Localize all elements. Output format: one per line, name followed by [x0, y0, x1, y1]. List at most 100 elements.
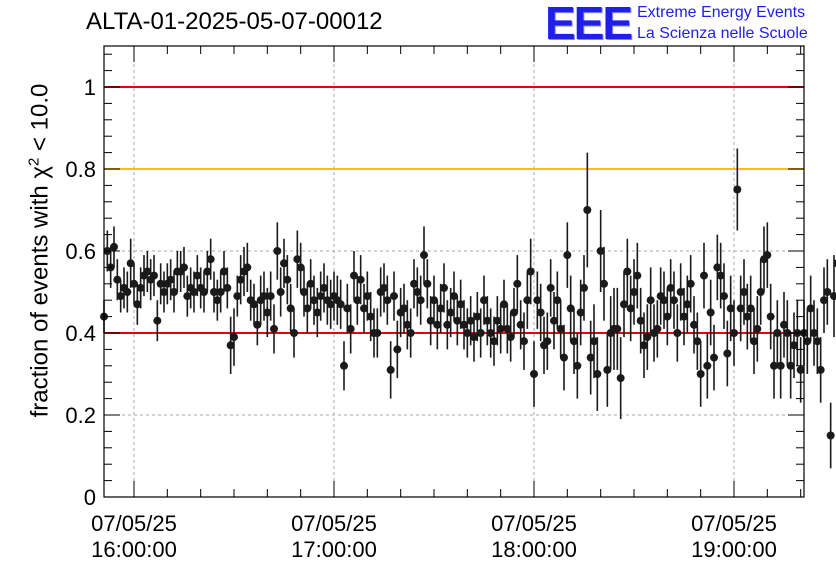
data-point	[413, 288, 422, 296]
data-point	[733, 185, 742, 194]
data-point	[423, 279, 432, 288]
data-point	[510, 308, 518, 317]
y-tick-label: 0.8	[65, 157, 96, 182]
data-point	[633, 271, 642, 280]
data-point	[426, 316, 435, 325]
data-point	[233, 292, 242, 301]
data-point	[286, 304, 295, 313]
data-point	[500, 300, 508, 309]
data-point	[816, 365, 825, 374]
data-point	[583, 206, 592, 214]
data-point	[450, 292, 458, 301]
data-point	[790, 341, 798, 350]
data-point	[516, 320, 525, 329]
data-point	[133, 300, 142, 309]
data-point	[440, 283, 448, 292]
data-point	[536, 308, 545, 317]
data-point	[400, 304, 408, 313]
data-point	[680, 312, 688, 321]
data-point	[726, 304, 735, 313]
data-point	[356, 275, 365, 284]
data-point	[123, 288, 132, 296]
data-point	[780, 320, 788, 329]
data-point	[110, 242, 118, 251]
data-point	[690, 320, 698, 329]
data-point	[236, 275, 245, 284]
data-point	[686, 279, 695, 288]
data-point	[460, 320, 468, 329]
data-point	[553, 296, 562, 305]
data-point	[283, 275, 292, 284]
data-point	[543, 337, 552, 346]
data-point	[113, 275, 122, 284]
data-point	[420, 251, 428, 260]
data-point	[303, 304, 312, 313]
data-point	[490, 337, 498, 346]
data-point	[193, 271, 202, 280]
data-point	[130, 279, 138, 288]
data-point	[796, 365, 805, 374]
x-tick-date-label: 07/05/25	[291, 511, 377, 536]
y-tick-label: 0.4	[65, 321, 96, 346]
data-point	[703, 361, 712, 370]
data-point	[810, 329, 818, 337]
y-tick-label: 0.2	[65, 403, 96, 428]
data-point	[766, 312, 775, 321]
data-point	[580, 283, 588, 292]
data-point	[470, 333, 478, 342]
data-point	[153, 316, 162, 325]
data-point	[596, 247, 605, 255]
data-point	[563, 251, 572, 260]
logo-mark: EEE	[545, 0, 633, 49]
data-point	[160, 288, 168, 296]
data-point	[576, 308, 585, 317]
data-point	[260, 292, 268, 301]
data-point	[586, 353, 595, 362]
data-point	[483, 316, 492, 325]
data-point	[436, 304, 445, 313]
data-point	[526, 267, 535, 276]
x-tick-date-label: 07/05/25	[691, 511, 777, 536]
data-point	[350, 271, 358, 280]
data-point	[616, 374, 625, 383]
y-axis-label: fraction of events with χ2 < 10.0	[26, 41, 55, 461]
data-point	[126, 259, 135, 268]
axis-ticks: 00.20.40.60.8107/05/2516:00:0007/05/2517…	[65, 46, 804, 562]
data-point	[390, 292, 398, 301]
data-point	[756, 288, 765, 296]
data-point	[363, 292, 372, 301]
x-tick-date-label: 07/05/25	[491, 511, 577, 536]
data-point	[150, 271, 158, 280]
x-tick-date-label: 07/05/25	[91, 511, 177, 536]
data-point	[253, 320, 262, 329]
data-point	[736, 304, 745, 313]
data-point	[223, 283, 232, 292]
data-point	[373, 329, 382, 337]
data-point	[210, 288, 218, 296]
x-tick-time-label: 17:00:00	[291, 537, 377, 562]
data-point	[813, 337, 822, 346]
data-point	[493, 316, 502, 325]
y-tick-label: 0.6	[65, 239, 96, 264]
data-point	[773, 329, 782, 337]
x-tick-time-label: 18:00:00	[491, 537, 577, 562]
data-point	[206, 255, 215, 264]
data-point	[276, 288, 285, 296]
data-point	[280, 259, 288, 268]
data-point	[433, 320, 442, 329]
data-point	[570, 337, 578, 346]
data-points	[100, 148, 836, 469]
data-point	[180, 263, 188, 272]
data-point	[636, 316, 645, 325]
data-point	[183, 292, 192, 301]
data-point	[203, 267, 212, 276]
data-point	[410, 279, 418, 288]
data-point	[486, 329, 495, 337]
data-point	[380, 283, 388, 292]
data-point	[663, 312, 672, 321]
data-point	[466, 316, 475, 325]
data-point	[403, 320, 412, 329]
data-point	[643, 333, 652, 342]
data-point	[786, 361, 795, 370]
data-point	[476, 329, 485, 337]
